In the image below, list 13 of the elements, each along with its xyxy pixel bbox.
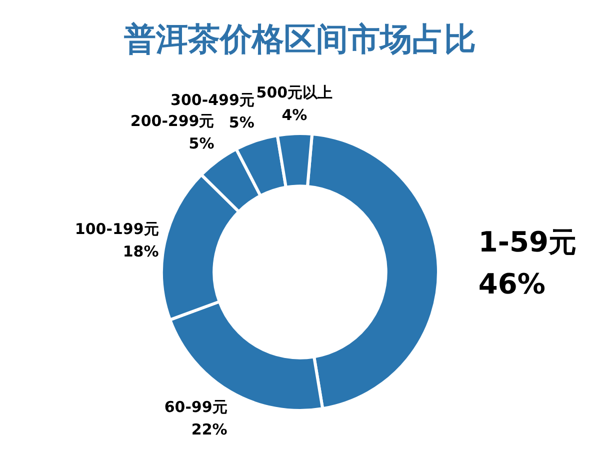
data-label: 18% xyxy=(122,242,159,261)
slice-label: 60-99元 xyxy=(164,398,228,416)
slice-label: 500元以上 xyxy=(256,84,333,102)
chart-title: 普洱茶价格区间市场占比 xyxy=(123,19,477,60)
data-label: 5% xyxy=(188,134,214,152)
slice-label: 300-499元 xyxy=(170,91,254,110)
slice-label: 1-59元 xyxy=(478,225,576,258)
data-label: 5% xyxy=(228,114,254,132)
slice-label: 200-299元 xyxy=(130,112,214,130)
data-label: 22% xyxy=(191,420,228,439)
data-label: 4% xyxy=(282,106,308,124)
slice-label: 100-199元 xyxy=(74,220,159,238)
data-label: 46% xyxy=(478,267,546,300)
